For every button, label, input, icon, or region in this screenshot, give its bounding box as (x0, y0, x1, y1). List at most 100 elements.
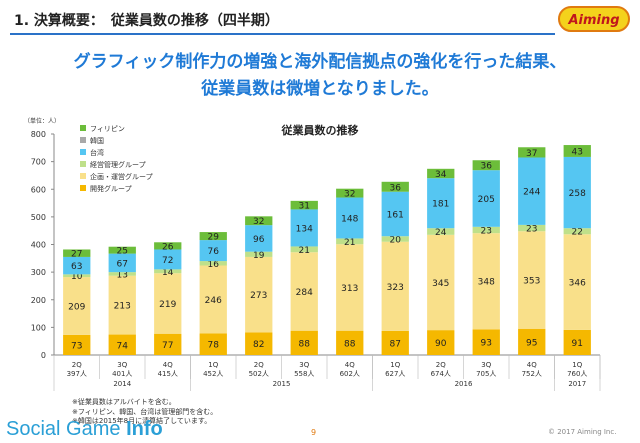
bar-segment (63, 277, 91, 335)
x-total-label: 415人 (158, 370, 178, 378)
data-label: 93 (481, 339, 492, 349)
data-label: 209 (68, 302, 85, 312)
data-label: 345 (432, 279, 449, 289)
data-label: 82 (253, 340, 264, 350)
bar-segment (63, 256, 91, 275)
data-label: 32 (253, 217, 264, 227)
data-label: 32 (344, 190, 355, 200)
data-label: 213 (114, 302, 131, 312)
bar-segment (290, 209, 318, 247)
bar-segment (199, 265, 227, 334)
x-total-label: 401人 (112, 370, 132, 378)
legend-swatch (80, 149, 86, 155)
bar-segment (518, 231, 546, 329)
bar-segment (518, 328, 546, 355)
data-label: 134 (296, 224, 313, 234)
y-tick-label: 800 (31, 130, 46, 139)
bar-segment (518, 157, 546, 225)
x-total-label: 558人 (294, 370, 314, 378)
footnotes: ※従業員数はアルバイトを含む。 ※フィリピン、韓国、台湾は管理部門を含む。 ※韓… (72, 398, 217, 427)
brand-text-bold: Info (126, 418, 163, 440)
data-label: 90 (435, 339, 447, 349)
data-label: 181 (432, 200, 449, 210)
bar-segment (199, 261, 227, 266)
legend-label: 台湾 (90, 148, 104, 157)
bar-segment (381, 191, 409, 237)
bar-segment (563, 329, 591, 355)
data-label: 258 (569, 189, 586, 199)
data-label: 323 (387, 283, 404, 293)
x-tick-label: 1Q (572, 361, 582, 369)
legend-label: 企画・運営グループ (90, 172, 153, 181)
data-label: 95 (526, 338, 537, 348)
bar-segment (563, 145, 591, 157)
legend-swatch (80, 125, 86, 131)
header-rule (10, 33, 555, 35)
x-total-label: 705人 (476, 370, 496, 378)
legend-swatch (80, 161, 86, 167)
bar-segment (154, 249, 182, 270)
bar-segment (108, 275, 136, 335)
bar-segment (472, 170, 500, 227)
x-tick-label: 4Q (527, 361, 537, 369)
y-tick-label: 100 (31, 323, 46, 332)
x-total-label: 674人 (431, 370, 451, 378)
data-label: 23 (481, 226, 492, 236)
data-label: 23 (526, 225, 537, 235)
x-tick-label: 2Q (72, 361, 82, 369)
x-tick-label: 3Q (299, 361, 309, 369)
bar-segment (518, 224, 546, 232)
data-label: 21 (344, 238, 355, 248)
bar-segment (290, 330, 318, 355)
data-label: 73 (71, 341, 82, 351)
footnote: ※フィリピン、韓国、台湾は管理部門を含む。 (72, 407, 218, 416)
bar-segment (290, 246, 318, 253)
bar-segment (336, 330, 364, 355)
header: 1. 決算概要： 従業員数の推移（四半期） Aiming (0, 0, 640, 44)
bar-segment (108, 246, 136, 254)
bar-segment (154, 269, 182, 274)
bar-segment (199, 232, 227, 241)
data-label: 346 (569, 279, 586, 289)
bar-segment (245, 225, 273, 252)
data-label: 10 (71, 272, 83, 282)
data-label: 96 (253, 235, 265, 245)
data-label: 78 (208, 341, 220, 351)
unit-label: （単位：人） (24, 117, 60, 125)
x-tick-label: 2Q (254, 361, 264, 369)
data-label: 246 (205, 296, 222, 306)
bar-segment (290, 200, 318, 210)
data-label: 20 (390, 235, 402, 245)
bar-segment (381, 330, 409, 355)
y-tick-label: 500 (31, 213, 46, 222)
bar-segment (63, 334, 91, 355)
data-label: 284 (296, 288, 313, 298)
bar-segment (563, 234, 591, 330)
x-total-label: 452人 (203, 370, 223, 378)
bar-segment (518, 147, 546, 158)
data-label: 67 (117, 259, 128, 269)
x-total-label: 627人 (385, 370, 405, 378)
bar-segment (154, 333, 182, 355)
data-label: 37 (526, 149, 537, 159)
bar-segment (108, 334, 136, 355)
footnote: ※韓国は2015年8月に清算結了しています。 (72, 417, 212, 425)
bar-segment (199, 333, 227, 355)
year-label: 2016 (455, 380, 473, 388)
data-label: 313 (341, 284, 358, 294)
data-label: 16 (208, 260, 220, 270)
bar-segment (427, 178, 455, 229)
data-label: 24 (435, 228, 447, 238)
data-label: 36 (390, 183, 402, 193)
bar-segment (245, 216, 273, 226)
copyright: © 2017 Aiming Inc. (548, 428, 617, 436)
bar-segment (336, 197, 364, 239)
bar-segment (290, 252, 318, 331)
bar-segment (336, 238, 364, 245)
data-label: 219 (159, 300, 176, 310)
headline-line-2: 従業員数は微増となりました。 (201, 79, 439, 99)
year-label: 2015 (273, 380, 291, 388)
data-label: 244 (523, 188, 540, 198)
bar-segment (381, 241, 409, 331)
legend-label: 開発グループ (90, 184, 132, 193)
